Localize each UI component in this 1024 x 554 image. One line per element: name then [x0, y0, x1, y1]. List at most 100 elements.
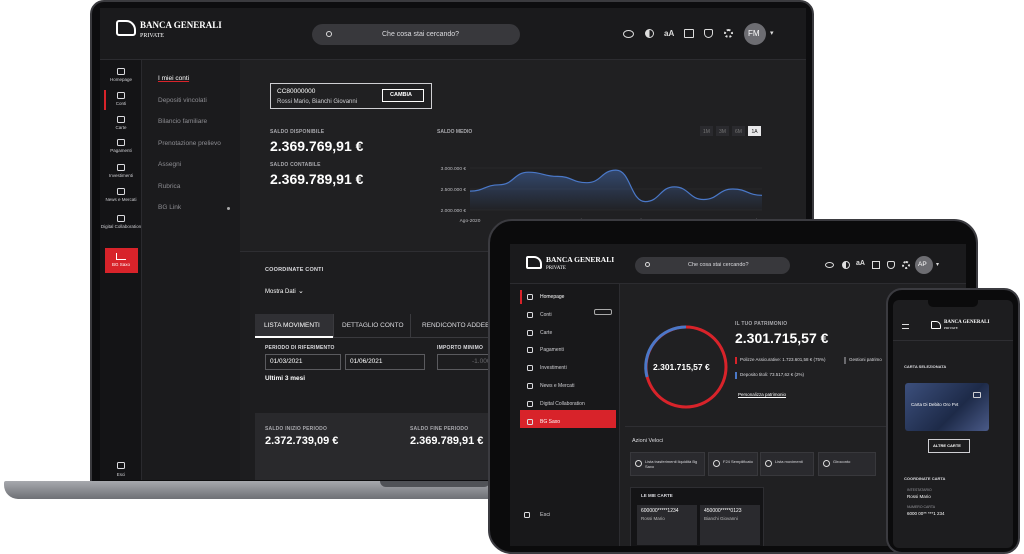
phone-screen: BANCA GENERALI PRIVATE CARTA SELEZIONATA… — [893, 300, 1013, 548]
y-tick-label: 3.000.000 € — [441, 166, 467, 172]
range-button[interactable] — [748, 126, 761, 136]
card-tile[interactable] — [637, 505, 697, 545]
quick-actions-title: Azioni Veloci — [632, 438, 664, 444]
menu-icon[interactable] — [902, 324, 909, 329]
nav-label[interactable]: Pagamenti — [540, 347, 564, 354]
toolbar-icon[interactable]: aA — [856, 260, 865, 267]
nav-label[interactable]: BG Saxo — [111, 262, 130, 267]
card-tile[interactable] — [700, 505, 760, 545]
nav-label[interactable]: Investimenti — [540, 365, 567, 372]
other-cards-label: ALTRE CARTE — [933, 443, 961, 448]
x-tick-label: Ago-2020 — [460, 218, 481, 224]
nav-label[interactable]: Homepage — [540, 294, 565, 300]
logo: BANCA GENERALI — [944, 320, 990, 325]
nav-label[interactable]: News e Mercati — [540, 383, 575, 389]
nav-label[interactable]: Digital Collaboration — [540, 400, 585, 407]
period-label: SALDO INIZIO PERIODO — [265, 426, 328, 432]
divider — [625, 426, 965, 427]
legend-swatch — [735, 357, 737, 364]
submenu-item[interactable]: Prenotazione prelievo — [158, 139, 221, 147]
avatar[interactable] — [744, 23, 766, 45]
card[interactable] — [905, 383, 989, 431]
range-label: 1A — [751, 129, 758, 135]
submenu-item[interactable]: Depositi vincolati — [158, 96, 207, 104]
submenu-item[interactable]: BG Link — [158, 204, 182, 211]
nav-label[interactable]: Investimenti — [108, 173, 133, 178]
nav-icon — [117, 215, 125, 222]
quick-period[interactable]: Ultimi 3 mesi — [265, 375, 306, 382]
submenu-item[interactable]: Assegni — [158, 161, 182, 168]
filter-label: IMPORTO MINIMO — [437, 345, 484, 351]
submenu-item[interactable]: Rubrica — [158, 182, 181, 190]
search-box[interactable] — [312, 24, 520, 45]
toolbar-icon[interactable] — [842, 261, 850, 269]
number-value: 6000 00** ***1 234 — [907, 511, 945, 516]
range-button[interactable] — [716, 126, 729, 136]
quick-action-label: Lista trasferimenti liquidità Bg Saxo — [645, 459, 698, 469]
toolbar-icon[interactable] — [887, 261, 895, 269]
period-label: SALDO FINE PERIODO — [410, 426, 469, 432]
bg-saxo-box[interactable] — [105, 248, 138, 273]
balance-label: SALDO DISPONIBILE — [270, 129, 325, 135]
nav-label[interactable]: Carte — [115, 125, 127, 130]
show-data-toggle[interactable]: Mostra Dati — [265, 289, 296, 295]
search-placeholder: Che cosa stai cercando? — [688, 262, 749, 268]
quick-action[interactable] — [708, 452, 758, 476]
line-chart: SALDO MEDIO 1M 3M 6M 1A 3.000.000 € 2.500.000… — [437, 126, 770, 224]
avatar[interactable] — [915, 256, 933, 274]
range-button[interactable] — [700, 126, 713, 136]
nav-label[interactable]: BG Saxo — [540, 418, 561, 425]
quick-action-icon — [635, 460, 642, 467]
tab-active[interactable] — [255, 314, 333, 338]
patrimonio-item: Deposito titoli: 73.517,62 € (2%) — [740, 372, 805, 377]
balance-value: 2.369.769,91 € — [270, 138, 364, 154]
tab-label: DETTAGLIO CONTO — [342, 322, 404, 329]
donut — [644, 325, 728, 409]
toolbar-icon[interactable] — [825, 262, 834, 268]
submenu-item[interactable]: I miei conti — [158, 75, 190, 82]
patrimonio-link[interactable]: Personalizza patrimonio — [738, 392, 787, 397]
toolbar-icon[interactable]: aA — [664, 29, 675, 38]
date-input[interactable] — [265, 354, 341, 370]
nav-label[interactable]: Digital Collaboration — [100, 224, 142, 229]
search-icon — [326, 31, 332, 37]
date-input[interactable] — [345, 354, 425, 370]
laptop-notch — [380, 481, 490, 487]
toolbar-icon[interactable] — [902, 261, 910, 269]
period-value: 2.369.789,91 € — [410, 435, 484, 447]
quick-action[interactable] — [630, 452, 705, 476]
account-number: CC80000000 — [277, 88, 316, 95]
nav-label[interactable]: News e Mercati — [105, 197, 137, 202]
logo-sub: PRIVATE — [944, 326, 958, 330]
nav-label[interactable]: Conti — [115, 101, 127, 106]
toolbar-icon[interactable] — [623, 30, 634, 38]
toolbar-icon[interactable] — [684, 29, 694, 38]
bg-saxo-box[interactable] — [520, 410, 616, 428]
nav-label[interactable]: Carte — [540, 329, 553, 336]
logo-icon — [526, 256, 542, 269]
search-box[interactable] — [635, 257, 790, 274]
logout[interactable]: Esci — [116, 472, 126, 477]
nav-label[interactable]: Homepage — [109, 77, 132, 82]
tab[interactable] — [333, 314, 411, 338]
logout[interactable]: Esci — [540, 512, 551, 518]
other-cards-button[interactable] — [928, 439, 970, 453]
submenu-item[interactable]: Bilancio familiare — [158, 118, 208, 125]
patrimonio-item: Polizze Assicurative: 1.723.601,58 € (75… — [740, 357, 826, 362]
toolbar-icon[interactable] — [645, 29, 654, 38]
nav-label[interactable]: Pagamenti — [110, 148, 132, 153]
logo-icon — [931, 321, 941, 329]
account-box[interactable] — [270, 83, 432, 109]
toolbar-icon[interactable] — [704, 29, 713, 38]
logo: BANCA GENERALI — [546, 255, 615, 264]
patrimonio-item: Gestioni patrimo — [849, 357, 882, 362]
nav-label[interactable]: Conti — [540, 311, 552, 318]
range-button[interactable] — [732, 126, 745, 136]
quick-action-icon — [765, 460, 772, 467]
toolbar-icon[interactable] — [872, 261, 880, 269]
toolbar-icon[interactable] — [724, 29, 733, 38]
avatar-caret: ▾ — [770, 30, 774, 37]
change-button[interactable] — [382, 89, 424, 102]
notch — [928, 300, 978, 307]
